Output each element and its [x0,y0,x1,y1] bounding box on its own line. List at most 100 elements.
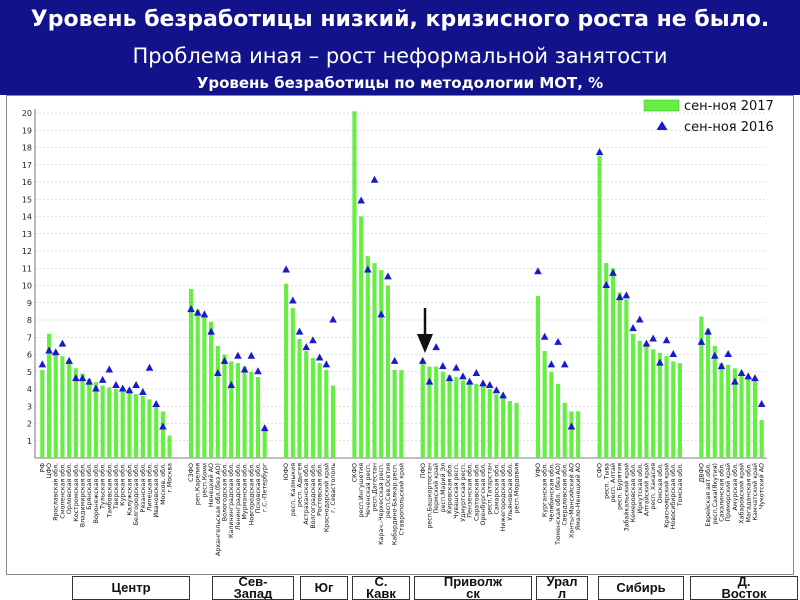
bar [255,376,261,458]
x-tick-label: Кировская обл. [446,463,454,514]
x-tick-label: Кабардино-Балкар.респ. [391,463,399,545]
x-tick-label: г.Москва [167,463,174,493]
marker-2016 [92,384,100,392]
marker-2016 [364,265,372,273]
x-tick-label: Иркутская обл. [636,463,644,514]
page-subtitle: Проблема иная – рост неформальной занято… [132,44,668,68]
bar [392,370,397,458]
bar [712,345,717,458]
bar [67,361,72,458]
legend: сен-ноя 2017 сен-ноя 2016 [643,99,774,135]
chart-frame: 1 2 3 4 5 6 7 8 9 10 11 12 13 14 15 16 17 18 19 20 РФ ЦФО Яро… [6,95,794,575]
x-tick-label: Тульская обл. [99,463,107,510]
marker-2016 [187,305,195,313]
marker-2016 [757,400,766,408]
x-tick-label: Липецкая обл. [146,463,154,511]
bar [120,390,125,458]
marker-2016 [220,356,229,364]
header-banner: Уровень безработицы низкий, кризисного р… [0,0,800,95]
bar [759,420,764,458]
marker-2016 [315,353,324,361]
region-label: Юг [300,576,348,600]
x-tick-label: Чукотский АО [758,463,766,509]
marker-2016 [234,351,242,359]
bar [53,352,58,458]
grid-layer [35,112,767,442]
bar [699,316,704,458]
marker-2016 [499,391,507,399]
marker-2016 [145,363,154,371]
marker-2016 [51,348,60,356]
x-tick-label: Тверская обл. [112,463,120,510]
marker-2016 [105,365,114,373]
x-tick-label: Сахалинская обл. [717,463,725,522]
region-label: С. Кавк [352,576,410,600]
x-tick-label: респ. Хакасия [650,463,657,510]
x-tick-label: Владимирская обл. [79,463,87,527]
bar [60,356,65,458]
bar [167,435,172,458]
pointer-arrow-icon [417,308,433,353]
x-tick-label: Нижегородская обл. [499,463,507,531]
bar [284,283,289,458]
marker-2016 [737,368,746,376]
x-tick-label: Воронежская обл. [92,463,100,523]
x-tick-label: ЦФО [46,463,53,478]
marker-2016 [751,374,759,382]
bar [134,394,139,458]
y-tick-label: 8 [27,316,32,325]
xlabel-layer: РФ ЦФО Ярославская обл. Смоленская обл. Орло… [39,462,765,555]
x-tick-label: Магаданская обл. [744,463,752,522]
marker-2016 [445,374,454,382]
bar [73,368,78,458]
marker-2016 [125,386,134,394]
x-tick-label: Камчатский край [751,463,759,521]
marker-2016 [58,339,67,347]
marker-2016 [567,422,576,430]
x-tick-label: Ставропольский край [397,463,405,535]
bar [664,356,669,458]
marker-2016 [65,356,73,364]
bar [651,349,656,458]
x-tick-label: респ.Мордовия [514,463,521,514]
marker-2016 [38,360,47,368]
marker-2016 [200,310,209,318]
marker-2016 [635,315,644,323]
marker-2016 [282,265,290,273]
marker-2016 [629,324,637,332]
x-tick-label: Свердловская обл. [561,463,569,526]
marker-2016 [390,356,399,364]
bar [542,351,547,458]
x-tick-label: Алтайский край [642,463,650,516]
marker-2016 [485,381,494,389]
marker-2016 [432,343,440,351]
marker-2016 [554,337,562,345]
marker-2016 [329,315,337,323]
bar [215,345,220,458]
marker-2016 [45,346,53,354]
bar [113,389,119,458]
marker-2016 [260,424,269,432]
bar [379,269,384,458]
bar [494,394,499,458]
x-tick-label: Чувашская респ. [453,463,460,519]
bar [297,338,302,458]
region-label: Д. Восток [690,576,798,600]
x-tick-label: г.С.-Петербург [261,463,269,512]
bar [657,352,662,458]
x-tick-label: Ханты-Мансийский АО [567,463,575,538]
x-tick-label: СЗФО [188,463,195,482]
bar [372,263,377,458]
marker-2016 [744,372,753,380]
bar [262,430,267,458]
marker-2016 [139,387,147,395]
bar [752,378,758,458]
y-tick-label: 16 [22,178,32,187]
bar [385,285,391,458]
bar [195,309,200,458]
marker-2016 [615,293,624,301]
marker-2016 [98,375,107,383]
x-tick-label: Калининградская обл. [227,463,235,538]
bar [454,376,459,458]
marker-2016 [322,360,331,368]
